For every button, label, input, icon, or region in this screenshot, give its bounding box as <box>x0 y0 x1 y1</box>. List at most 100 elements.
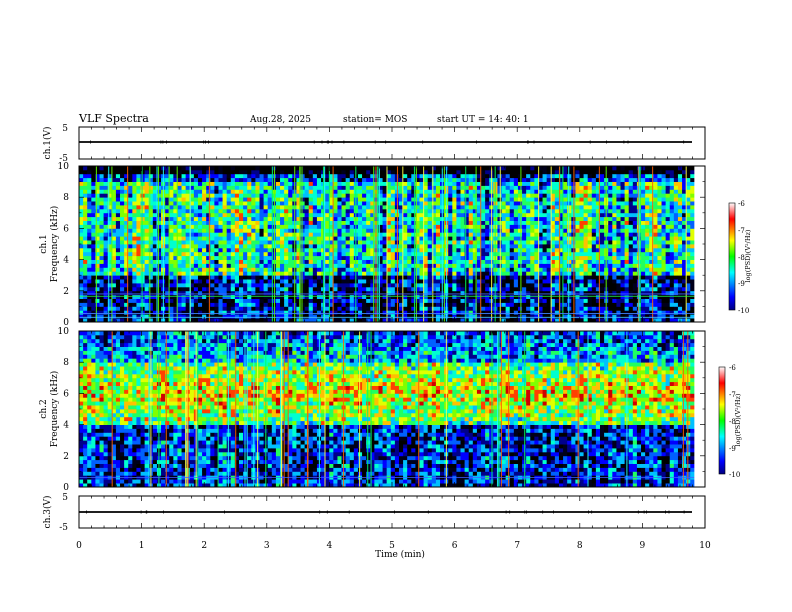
spectrogram-cell <box>554 310 560 315</box>
spectrogram-cell <box>517 298 523 303</box>
spectrogram-cell <box>526 189 531 194</box>
spectrogram-cell <box>538 298 543 303</box>
spectrogram-cell <box>296 189 301 194</box>
spectrogram-cell <box>476 169 482 175</box>
spectrogram-cell <box>243 263 248 268</box>
spectrogram-cell <box>325 283 330 288</box>
spectrogram-cell <box>206 216 211 221</box>
spectrogram-cell <box>234 216 240 221</box>
spectrogram-cell <box>140 236 146 241</box>
spectrogram-cell <box>177 224 182 229</box>
spectrogram-cell <box>505 240 511 245</box>
spectrogram-cell <box>341 259 347 264</box>
spectrogram-cell <box>329 259 334 264</box>
spectrogram-cell <box>308 283 314 288</box>
spectrogram-cell <box>435 201 441 206</box>
spectrogram-cell <box>501 212 507 218</box>
spectrogram-cell <box>136 173 141 179</box>
spectrogram-cell <box>304 298 310 303</box>
spectrogram-cell <box>415 267 420 272</box>
spectrogram-cell <box>386 298 392 303</box>
spectrogram-cell <box>111 310 117 315</box>
spectrogram-cell <box>218 208 223 214</box>
spectrogram-cell <box>366 310 371 315</box>
spectrogram-cell <box>120 201 125 206</box>
spectrogram-cell <box>132 220 137 225</box>
spectrogram-cell <box>300 232 306 237</box>
spectrogram-cell <box>538 177 543 182</box>
spectrogram-cell <box>255 279 260 284</box>
spectrogram-cell <box>513 283 519 288</box>
spectrogram-cell <box>267 193 273 198</box>
spectrogram-cell <box>538 251 543 257</box>
spectrogram-cell <box>362 302 367 307</box>
spectrogram-cell <box>103 220 109 225</box>
spectrogram-cell <box>472 263 478 268</box>
spectrogram-cell <box>275 263 281 268</box>
spectrogram-cell <box>522 177 527 182</box>
spectrogram-cell <box>165 220 170 225</box>
spectrogram-cell <box>538 173 543 179</box>
spectrogram-cell <box>357 232 363 237</box>
spectrogram-cell <box>263 166 269 171</box>
spectrogram-cell <box>181 267 187 272</box>
spectrogram-cell <box>337 208 342 214</box>
spectrogram-cell <box>230 298 236 303</box>
spectrogram-cell <box>255 275 260 280</box>
spectrogram-cell <box>558 205 564 210</box>
spectrogram-cell <box>255 290 260 296</box>
spectrogram-cell <box>538 181 543 186</box>
spectrogram-cell <box>333 267 338 272</box>
spectrogram-cell <box>128 244 133 249</box>
spectrogram-cell <box>124 201 129 206</box>
spectrogram-cell <box>522 244 527 249</box>
spectrogram-cell <box>431 275 437 280</box>
spectrogram-cell <box>185 189 191 194</box>
spectrogram-cell <box>107 314 113 319</box>
spectrogram-cell <box>115 318 121 323</box>
spectrogram-cell <box>87 185 92 190</box>
spectrogram-cell <box>398 193 404 198</box>
spectrogram-cell <box>456 236 461 241</box>
spectrogram-cell <box>476 244 482 249</box>
spectrogram-cell <box>505 267 511 272</box>
spectrogram-cell <box>341 228 347 233</box>
spectrogram-cell <box>563 240 568 245</box>
spectrogram-cell <box>185 232 191 237</box>
spectrogram-cell <box>526 208 531 214</box>
spectrogram-cell <box>472 208 478 214</box>
spectrogram-cell <box>173 302 178 307</box>
spectrogram-cell <box>251 279 256 284</box>
spectrogram-cell <box>476 166 482 171</box>
spectrogram-cell <box>234 263 240 268</box>
spectrogram-cell <box>169 310 174 315</box>
spectrogram-cell <box>95 216 100 221</box>
spectrogram-cell <box>435 189 441 194</box>
spectrogram-cell <box>563 255 568 260</box>
spectrogram-cell <box>427 263 433 268</box>
spectrogram-cell <box>538 193 543 198</box>
spectrogram-cell <box>452 294 457 299</box>
spectrogram-cell <box>120 189 125 194</box>
spectrogram-cell <box>575 283 580 288</box>
spectrogram-cell <box>423 220 429 225</box>
spectrogram-cell <box>95 275 100 280</box>
spectrogram-cell <box>267 189 273 194</box>
spectrogram-cell <box>522 173 527 179</box>
spectrogram-cell <box>91 169 96 175</box>
spectrogram-cell <box>460 193 466 198</box>
spectrogram-cell <box>575 279 580 284</box>
spectrogram-cell <box>189 236 195 241</box>
spectrogram-cell <box>481 224 486 229</box>
spectrogram-cell <box>202 185 207 190</box>
spectrogram-cell <box>448 212 453 218</box>
spectrogram-cell <box>267 185 273 190</box>
spectrogram-cell <box>349 197 355 202</box>
spectrogram-cell <box>214 247 219 253</box>
spectrogram-cell <box>185 212 191 218</box>
spectrogram-cell <box>234 259 240 264</box>
spectrogram-cell <box>325 251 330 257</box>
spectrogram-cell <box>357 244 363 249</box>
spectrogram-cell <box>136 318 141 323</box>
spectrogram-cell <box>464 205 470 210</box>
